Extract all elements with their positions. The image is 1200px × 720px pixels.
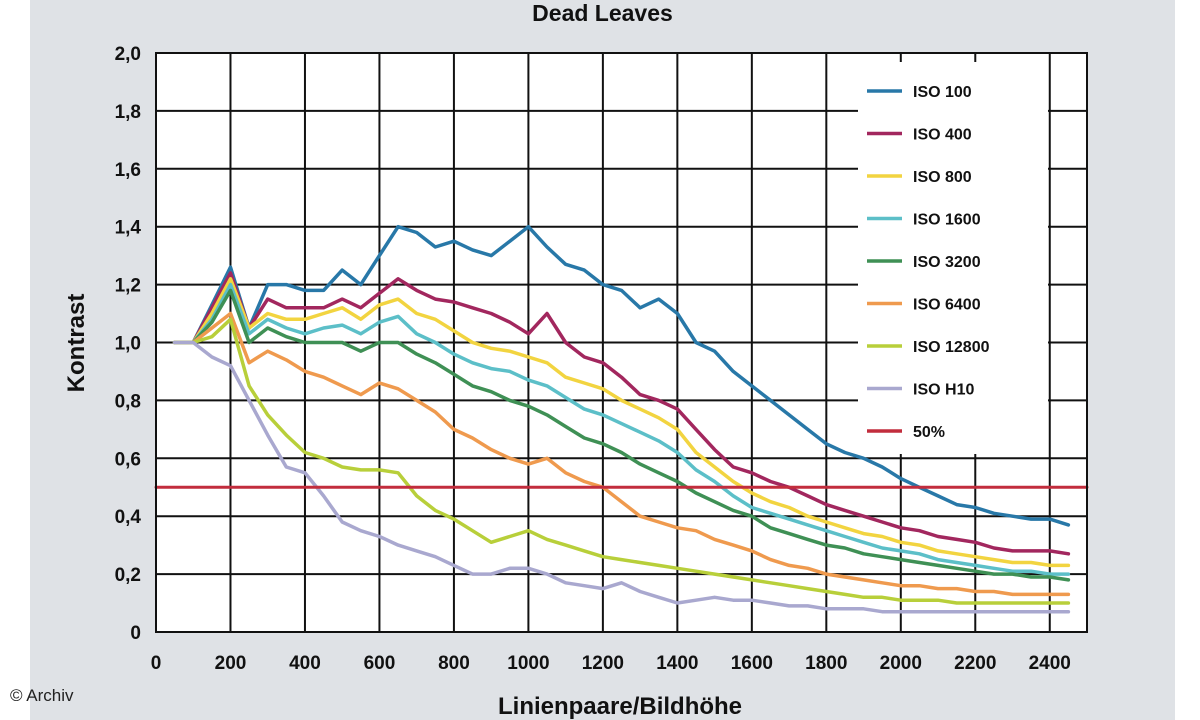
legend: ISO 100 ISO 400 ISO 800 ISO 1600 ISO 3200 ISO… (858, 62, 1048, 454)
legend-label: ISO H10 (913, 382, 974, 399)
chart-title: Dead Leaves (532, 0, 673, 26)
y-tick-label: 0 (130, 623, 141, 644)
series-line-iso-12800 (172, 317, 1071, 605)
legend-label: ISO 6400 (913, 297, 981, 314)
x-tick-label: 2000 (880, 653, 922, 674)
x-tick-label: 2400 (1029, 653, 1071, 674)
x-tick-label: 1400 (656, 653, 698, 674)
y-tick-label: 1,4 (115, 218, 142, 239)
series-line-iso-1600 (172, 282, 1071, 576)
legend-label: ISO 800 (913, 169, 972, 186)
y-axis-title: Kontrast (63, 294, 90, 393)
y-tick-label: 0,8 (115, 391, 141, 412)
plot-frame (155, 52, 1088, 633)
x-tick-label: 600 (364, 653, 396, 674)
x-tick-label: 800 (438, 653, 470, 674)
y-tick-label: 0,6 (115, 449, 141, 470)
legend-label: 50% (913, 424, 945, 441)
y-tick-label: 0,2 (115, 565, 141, 586)
series-line-iso-800 (172, 277, 1071, 568)
x-tick-label: 1600 (731, 653, 773, 674)
x-tick-label: 200 (215, 653, 247, 674)
series-line-iso-h10 (172, 340, 1071, 614)
y-tick-label: 1,2 (115, 276, 141, 297)
axes: 0 200 400 600 800 1000 1200 1400 1600 1800 2000 220… (115, 44, 1088, 674)
series-lines (154, 224, 1089, 614)
y-tick-label: 1,8 (115, 102, 141, 123)
series-line-iso-3200 (172, 288, 1071, 582)
y-tick-label: 1,0 (115, 334, 141, 355)
copyright-label: © Archiv (10, 686, 74, 705)
x-tick-label: 1800 (805, 653, 847, 674)
x-axis-title: Linienpaare/Bildhöhe (498, 693, 742, 720)
y-tick-label: 2,0 (115, 44, 141, 65)
x-tick-label: 1200 (582, 653, 624, 674)
series-line-iso-6400 (172, 311, 1071, 597)
series-line-iso-400 (172, 271, 1071, 556)
legend-label: ISO 100 (913, 84, 972, 101)
x-tick-label: 400 (289, 653, 321, 674)
x-tick-label: 1000 (507, 653, 549, 674)
legend-label: ISO 3200 (913, 254, 981, 271)
legend-label: ISO 1600 (913, 212, 981, 229)
y-tick-label: 1,6 (115, 160, 141, 181)
x-tick-label: 0 (151, 653, 162, 674)
y-tick-label: 0,4 (115, 507, 142, 528)
x-tick-label: 2200 (954, 653, 996, 674)
legend-label: ISO 400 (913, 127, 972, 144)
legend-label: ISO 12800 (913, 339, 990, 356)
